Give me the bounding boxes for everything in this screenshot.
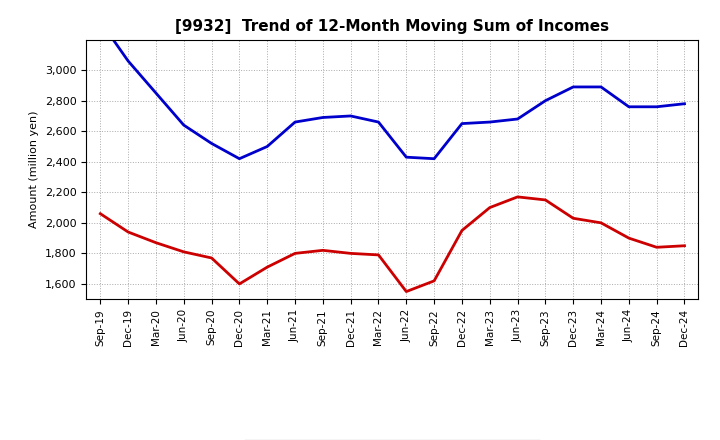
- Ordinary Income: [179, 122, 188, 128]
- Ordinary Income: [513, 116, 522, 121]
- Net Income: [96, 211, 104, 216]
- Ordinary Income: [207, 141, 216, 146]
- Net Income: [124, 229, 132, 235]
- Net Income: [652, 245, 661, 250]
- Ordinary Income: [291, 119, 300, 125]
- Ordinary Income: [124, 59, 132, 64]
- Net Income: [318, 248, 327, 253]
- Net Income: [569, 216, 577, 221]
- Net Income: [235, 281, 243, 286]
- Net Income: [458, 228, 467, 233]
- Net Income: [152, 240, 161, 246]
- Net Income: [179, 249, 188, 254]
- Ordinary Income: [597, 84, 606, 90]
- Ordinary Income: [652, 104, 661, 110]
- Ordinary Income: [263, 144, 271, 149]
- Net Income: [430, 278, 438, 283]
- Ordinary Income: [346, 114, 355, 119]
- Net Income: [402, 289, 410, 294]
- Net Income: [597, 220, 606, 225]
- Net Income: [263, 264, 271, 270]
- Net Income: [346, 251, 355, 256]
- Net Income: [207, 255, 216, 260]
- Ordinary Income: [152, 90, 161, 95]
- Line: Net Income: Net Income: [100, 197, 685, 292]
- Ordinary Income: [458, 121, 467, 126]
- Net Income: [541, 197, 550, 202]
- Net Income: [485, 205, 494, 210]
- Ordinary Income: [235, 156, 243, 161]
- Ordinary Income: [96, 18, 104, 24]
- Ordinary Income: [569, 84, 577, 90]
- Net Income: [374, 252, 383, 257]
- Net Income: [513, 194, 522, 199]
- Ordinary Income: [318, 115, 327, 120]
- Net Income: [680, 243, 689, 249]
- Ordinary Income: [402, 154, 410, 160]
- Net Income: [624, 235, 633, 241]
- Title: [9932]  Trend of 12-Month Moving Sum of Incomes: [9932] Trend of 12-Month Moving Sum of I…: [176, 19, 609, 34]
- Ordinary Income: [374, 119, 383, 125]
- Y-axis label: Amount (million yen): Amount (million yen): [30, 110, 40, 228]
- Line: Ordinary Income: Ordinary Income: [100, 21, 685, 159]
- Ordinary Income: [430, 156, 438, 161]
- Ordinary Income: [541, 98, 550, 103]
- Net Income: [291, 251, 300, 256]
- Ordinary Income: [680, 101, 689, 106]
- Ordinary Income: [624, 104, 633, 110]
- Ordinary Income: [485, 119, 494, 125]
